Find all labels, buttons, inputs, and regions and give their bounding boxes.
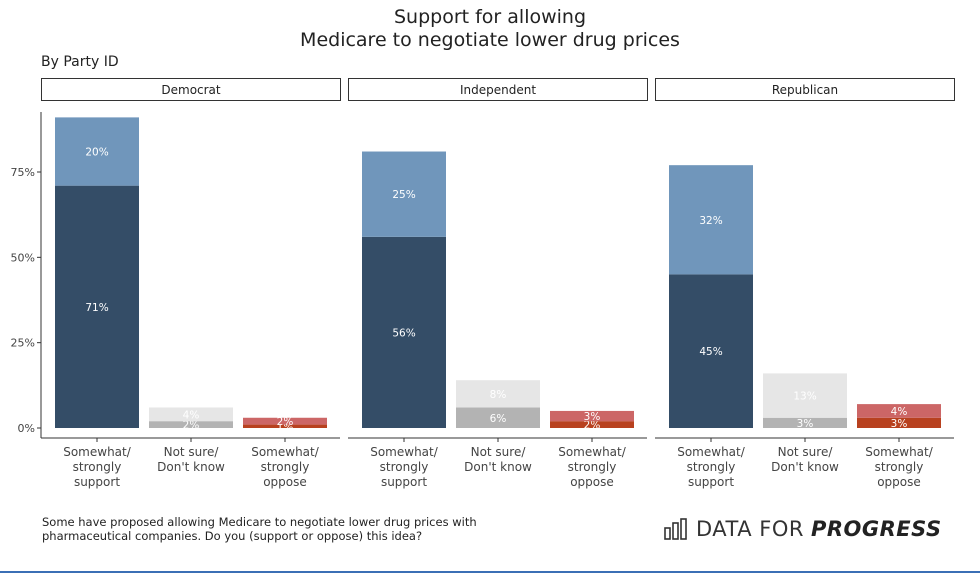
bar-segment: [763, 417, 847, 428]
chart-title-line-2: Medicare to negotiate lower drug prices: [300, 29, 680, 51]
logo-text-bold: PROGRESS: [810, 517, 942, 541]
x-tick-label: support: [688, 475, 734, 489]
data-label: 25%: [392, 189, 415, 201]
bar-segment: [149, 421, 233, 428]
bar-segment: [857, 404, 941, 418]
bar-segment: [149, 407, 233, 422]
chart-title-line-1: Support for allowing: [393, 6, 587, 28]
x-tick-label: support: [381, 475, 427, 489]
x-tick-label: strongly: [568, 460, 617, 474]
y-tick-label: 75%: [11, 166, 35, 179]
data-label: 13%: [793, 391, 816, 403]
bar-segment: [669, 274, 753, 428]
x-tick-label: Don't know: [157, 460, 225, 474]
facet-strip: [348, 78, 648, 101]
x-tick-label: Somewhat/: [370, 445, 439, 459]
bar-segment: [456, 407, 540, 428]
chart-subtitle: By Party ID: [41, 54, 119, 70]
facet-label-independent: Independent: [460, 83, 536, 97]
data-label: 2%: [584, 420, 601, 432]
data-label: 56%: [392, 327, 415, 339]
data-label: 4%: [183, 409, 200, 421]
data-label: 8%: [490, 389, 507, 401]
note-line-2: pharmaceutical companies. Do you (suppor…: [42, 529, 423, 543]
bar-segment: [456, 380, 540, 408]
bar-segment: [243, 417, 327, 425]
survey-question-note: Some have proposed allowing Medicare to …: [42, 515, 602, 543]
data-label: 2%: [183, 420, 200, 432]
data-label: 6%: [490, 413, 507, 425]
x-tick-label: Somewhat/: [251, 445, 320, 459]
bar-segment: [55, 185, 139, 428]
faceted-bar-chart: 0% 25% 50% 75% Democrat 71% 20% Somewhat/strong…: [11, 78, 955, 489]
data-label: 2%: [277, 416, 294, 428]
data-label: 4%: [891, 406, 908, 418]
x-tick-label: strongly: [261, 460, 310, 474]
x-tick-label: Not sure/: [471, 445, 527, 459]
data-label: 3%: [797, 418, 814, 430]
facet-strip: [41, 78, 341, 101]
facet-label-democrat: Democrat: [161, 83, 221, 97]
data-label: 45%: [699, 346, 722, 358]
data-label: 71%: [85, 302, 108, 314]
data-label: 20%: [85, 147, 108, 159]
x-tick-label: Don't know: [464, 460, 532, 474]
bar-segment: [669, 165, 753, 275]
bar-chart-icon: [664, 518, 687, 540]
bar-segment: [550, 410, 634, 422]
bar-segment: [243, 424, 327, 428]
data-label: 3%: [584, 411, 601, 423]
data-label: 32%: [699, 215, 722, 227]
x-tick-label: Somewhat/: [558, 445, 627, 459]
bar-segment: [763, 373, 847, 418]
x-tick-label: strongly: [380, 460, 429, 474]
y-tick-label: 25%: [11, 337, 35, 350]
x-tick-label: oppose: [877, 475, 921, 489]
y-tick-label: 0%: [18, 422, 35, 435]
bar-segment: [550, 421, 634, 428]
x-tick-label: Somewhat/: [865, 445, 934, 459]
x-tick-label: strongly: [73, 460, 122, 474]
x-tick-label: Somewhat/: [677, 445, 746, 459]
x-tick-label: oppose: [263, 475, 307, 489]
x-tick-label: Not sure/: [778, 445, 834, 459]
x-tick-label: oppose: [570, 475, 614, 489]
bar-segment: [55, 117, 139, 186]
chart-title: Support for allowing Medicare to negotia…: [0, 6, 980, 52]
x-tick-label: Don't know: [771, 460, 839, 474]
y-tick-label: 50%: [11, 251, 35, 264]
data-for-progress-logo: DATA FOR PROGRESS: [664, 513, 942, 545]
x-tick-label: support: [74, 475, 120, 489]
x-tick-label: Somewhat/: [63, 445, 132, 459]
bar-segment: [362, 151, 446, 237]
x-tick-label: strongly: [687, 460, 736, 474]
facet-label-republican: Republican: [772, 83, 838, 97]
facet-strip: [655, 78, 955, 101]
data-label: 3%: [891, 418, 908, 430]
bottom-rule: [0, 571, 980, 573]
x-tick-label: Not sure/: [164, 445, 220, 459]
logo-text-plain: DATA FOR: [696, 517, 804, 541]
bar-segment: [857, 417, 941, 428]
bar-segment: [362, 236, 446, 428]
x-tick-label: strongly: [875, 460, 924, 474]
note-line-1: Some have proposed allowing Medicare to …: [42, 515, 477, 529]
